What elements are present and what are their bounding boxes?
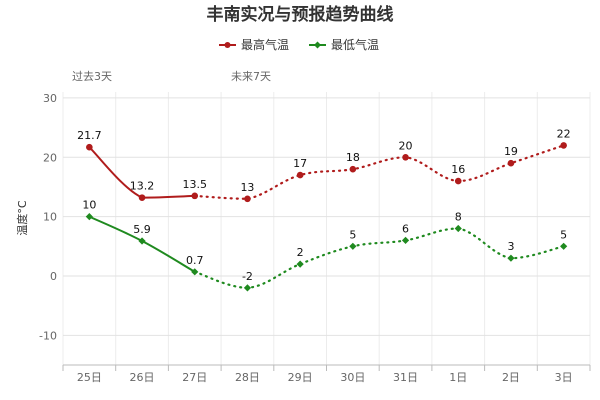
series-line-max-forecast [193,144,565,200]
y-tick-label: 30 [43,92,57,105]
data-label-min: -2 [242,270,253,283]
y-tick-label: 0 [50,270,57,283]
data-label-max: 13 [240,181,254,194]
data-point-min[interactable] [560,242,568,250]
chart-title: 丰南实况与预报趋势曲线 [207,4,394,25]
x-tick-label: 2日 [502,371,520,384]
x-tick-label: 1日 [449,371,467,384]
series [85,142,568,292]
data-label-min: 6 [402,222,409,235]
data-point-min[interactable] [85,213,93,221]
data-point-max[interactable] [138,194,146,201]
x-tick-label: 30日 [340,371,365,384]
legend-item-min[interactable]: 最低气温 [309,37,379,52]
data-label-max: 22 [557,127,571,140]
y-axis-title: 温度°C [15,200,29,235]
legend-label-max: 最高气温 [241,37,289,52]
data-point-min[interactable] [349,242,357,250]
grid [62,92,591,365]
data-point-max[interactable] [296,171,304,179]
data-label-max: 19 [504,145,518,158]
data-point-min[interactable] [243,284,252,292]
axes: -10 0 10 20 30 25日 26日 27日 28日 29日 30日 31日 1日 2日 3日 [39,92,591,384]
data-label-max: 17 [293,157,307,170]
legend-label-min: 最低气温 [331,37,379,52]
period-label-future: 未来7天 [231,70,271,83]
data-label-max: 16 [451,163,465,176]
x-tick-label: 27日 [182,371,207,384]
data-point-max[interactable] [86,143,93,151]
data-labels: 21.7 13.2 13.5 13 17 18 20 16 19 22 10 5.9 0.7 -2 2 5 6 8… [77,127,571,282]
x-tick-label: 26日 [130,371,155,384]
data-point-min[interactable] [401,236,410,244]
legend: 最高气温 最低气温 [219,37,379,52]
data-point-min[interactable] [454,224,462,233]
legend-item-max[interactable]: 最高气温 [219,37,289,52]
data-label-min: 0.7 [186,254,204,267]
data-label-max: 18 [346,151,360,164]
data-point-min[interactable] [296,260,304,268]
data-point-min[interactable] [507,254,515,262]
period-label-past: 过去3天 [72,70,112,83]
data-label-min: 5.9 [133,223,151,236]
x-tick-label: 28日 [235,371,260,384]
data-label-max: 13.5 [183,178,208,191]
y-tick-label: -10 [39,329,57,342]
data-label-min: 8 [455,211,462,224]
data-point-max[interactable] [454,177,462,185]
data-label-min: 10 [82,199,96,212]
data-point-max[interactable] [244,195,251,203]
data-point-min[interactable] [191,268,199,276]
data-label-min: 5 [560,228,567,241]
data-label-max: 20 [399,139,413,152]
x-tick-label: 25日 [77,371,102,384]
x-tick-label: 31日 [393,371,418,384]
x-tick-label: 29日 [288,371,313,384]
series-line-min-forecast [193,227,565,289]
data-label-max: 13.2 [130,180,155,193]
data-point-max[interactable] [402,153,409,161]
data-point-min[interactable] [138,237,146,245]
data-label-min: 3 [507,240,514,253]
data-point-max[interactable] [349,165,357,173]
y-tick-label: 20 [43,151,57,164]
data-point-max[interactable] [191,192,199,200]
x-tick-label: 3日 [555,371,573,384]
data-label-max: 21.7 [77,129,102,142]
data-point-max[interactable] [507,159,515,167]
data-label-min: 5 [349,228,356,241]
y-tick-label: 10 [43,211,57,224]
data-point-max[interactable] [560,142,567,149]
data-label-min: 2 [297,246,304,259]
